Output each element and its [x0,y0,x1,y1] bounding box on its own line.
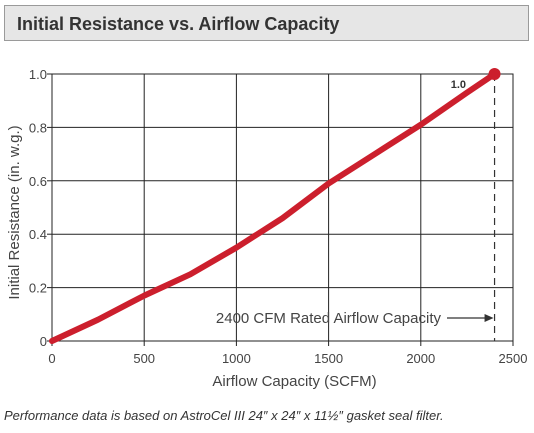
x-axis-label: Airflow Capacity (SCFM) [212,373,376,390]
chart: 0 500 1000 1500 2000 2500 0 0.2 0.4 0.6 0.8 1.0 Airf… [6,67,528,390]
plot-frame [51,73,514,342]
x-tick-label: 1500 [314,351,343,366]
chart-caption: Performance data is based on AstroCel II… [4,408,444,423]
y-tick-label: 0.2 [29,281,47,296]
y-tick-label: 1.0 [29,67,47,82]
x-tick-label: 500 [133,351,155,366]
chart-title: Initial Resistance vs. Airflow Capacity [17,14,340,34]
x-tick-label: 2500 [499,351,528,366]
x-tick-label: 2000 [406,351,435,366]
rated-capacity-label: 2400 CFM Rated Airflow Capacity [216,310,442,327]
end-value-label: 1.0 [451,79,466,91]
end-point-marker [488,68,501,80]
x-tick-label: 1000 [222,351,251,366]
y-tick-label: 0.6 [29,174,47,189]
y-tick-label: 0 [40,334,47,349]
y-axis-label: Initial Resistance (in. w.g.) [6,125,23,299]
series-line [49,71,498,344]
y-tick-label: 0.8 [29,120,47,135]
x-tick-label: 0 [48,351,55,366]
y-tick-label: 0.4 [29,227,47,242]
title-bar: Initial Resistance vs. Airflow Capacity [4,5,529,41]
arrow-head [484,314,494,322]
